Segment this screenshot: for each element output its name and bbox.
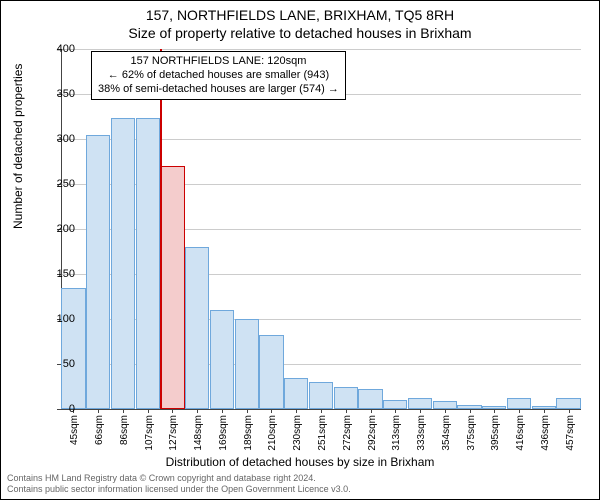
page-subtitle: Size of property relative to detached ho… (1, 25, 599, 41)
bar (210, 310, 234, 409)
xtick-label: 395sqm (490, 415, 501, 451)
xtick-mark (296, 409, 297, 413)
xtick-label: 333sqm (416, 415, 427, 451)
xtick-mark (271, 409, 272, 413)
ytick-label: 350 (45, 88, 75, 100)
xtick-mark (321, 409, 322, 413)
xtick-mark (172, 409, 173, 413)
gridline (61, 49, 581, 50)
xtick-label: 272sqm (342, 415, 353, 451)
xtick-label: 436sqm (540, 415, 551, 451)
ytick-label: 0 (45, 403, 75, 415)
ytick-label: 400 (45, 43, 75, 55)
xtick-label: 457sqm (565, 415, 576, 451)
xtick-mark (519, 409, 520, 413)
footer-attribution: Contains HM Land Registry data © Crown c… (7, 473, 351, 495)
bar (111, 118, 135, 409)
xtick-label: 354sqm (441, 415, 452, 451)
ytick-label: 150 (45, 268, 75, 280)
callout-line1: 157 NORTHFIELDS LANE: 120sqm (98, 55, 339, 69)
ytick-label: 250 (45, 178, 75, 190)
plot-area (61, 49, 581, 409)
xtick-label: 45sqm (69, 415, 80, 445)
xtick-mark (470, 409, 471, 413)
bar (185, 247, 209, 409)
xtick-label: 251sqm (317, 415, 328, 451)
xtick-label: 416sqm (515, 415, 526, 451)
xtick-label: 210sqm (267, 415, 278, 451)
xtick-mark (569, 409, 570, 413)
xtick-label: 313sqm (391, 415, 402, 451)
bar (86, 135, 110, 410)
callout-line3: 38% of semi-detached houses are larger (… (98, 83, 339, 97)
footer-line-1: Contains HM Land Registry data © Crown c… (7, 473, 351, 484)
xtick-mark (346, 409, 347, 413)
xtick-label: 189sqm (243, 415, 254, 451)
xtick-label: 86sqm (119, 415, 130, 445)
bar (433, 401, 457, 409)
x-axis-label: Distribution of detached houses by size … (1, 455, 599, 469)
xtick-label: 169sqm (218, 415, 229, 451)
xtick-label: 148sqm (193, 415, 204, 451)
page-title: 157, NORTHFIELDS LANE, BRIXHAM, TQ5 8RH (1, 7, 599, 23)
xtick-mark (420, 409, 421, 413)
bar (507, 398, 531, 409)
xtick-mark (98, 409, 99, 413)
xtick-mark (247, 409, 248, 413)
callout-line2: ← 62% of detached houses are smaller (94… (98, 69, 339, 83)
bar (334, 387, 358, 410)
ytick-label: 50 (45, 358, 75, 370)
xtick-mark (197, 409, 198, 413)
ytick-label: 100 (45, 313, 75, 325)
xtick-mark (494, 409, 495, 413)
bar (235, 319, 259, 409)
bar (408, 398, 432, 409)
xtick-label: 127sqm (168, 415, 179, 451)
y-axis-label: Number of detached properties (11, 64, 25, 229)
xtick-label: 107sqm (144, 415, 155, 451)
ytick-label: 200 (45, 223, 75, 235)
bar (358, 389, 382, 409)
callout-box: 157 NORTHFIELDS LANE: 120sqm← 62% of det… (91, 51, 346, 100)
xtick-mark (544, 409, 545, 413)
ytick-label: 300 (45, 133, 75, 145)
chart-container: 157, NORTHFIELDS LANE, BRIXHAM, TQ5 8RH … (0, 0, 600, 500)
xtick-mark (445, 409, 446, 413)
xtick-label: 375sqm (466, 415, 477, 451)
bar (383, 400, 407, 409)
bar (309, 382, 333, 409)
xtick-label: 230sqm (292, 415, 303, 451)
xtick-mark (123, 409, 124, 413)
bar (556, 398, 580, 409)
xtick-mark (222, 409, 223, 413)
xtick-mark (148, 409, 149, 413)
xtick-label: 292sqm (367, 415, 378, 451)
xtick-mark (395, 409, 396, 413)
reference-line (160, 49, 162, 409)
bar (136, 118, 160, 409)
bar (61, 288, 85, 410)
bar-highlight (160, 166, 184, 409)
bar (259, 335, 283, 409)
xtick-label: 66sqm (94, 415, 105, 445)
xtick-mark (371, 409, 372, 413)
footer-line-2: Contains public sector information licen… (7, 484, 351, 495)
bar (284, 378, 308, 410)
